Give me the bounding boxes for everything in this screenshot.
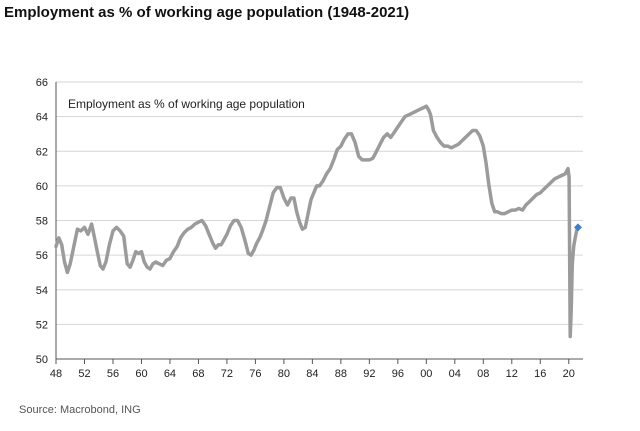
x-tick-label: 56	[107, 368, 119, 380]
x-tick-label: 88	[335, 368, 347, 380]
x-tick-label: 76	[249, 368, 261, 380]
axes: 50 52 54 56 58 60 62 64 66 48 52 56 60 64 68 72 76 80 84 88…	[36, 77, 583, 380]
gridlines	[56, 81, 583, 325]
y-tick-label: 60	[36, 181, 48, 193]
y-tick-label: 56	[36, 250, 48, 262]
series-layer	[54, 104, 583, 339]
y-tick-label: 66	[36, 77, 48, 89]
y-tick-label: 58	[36, 216, 48, 228]
y-tick-label: 50	[36, 354, 48, 366]
y-tick-label: 64	[36, 112, 48, 124]
x-tick-label: 20	[563, 368, 575, 380]
x-tick-label: 60	[135, 368, 147, 380]
y-tick-label: 52	[36, 319, 48, 331]
page-title: Employment as % of working age populatio…	[4, 4, 410, 21]
series-label: Employment as % of working age populatio…	[68, 97, 305, 111]
x-tick-label: 72	[221, 368, 233, 380]
x-tick-label: 84	[306, 368, 318, 380]
x-tick-label: 16	[534, 368, 546, 380]
x-tick-label: 52	[78, 368, 90, 380]
x-tick-label: 68	[192, 368, 204, 380]
x-tick-label: 92	[363, 368, 375, 380]
x-tick-label: 48	[50, 368, 62, 380]
y-tick-label: 54	[36, 285, 48, 297]
x-tick-label: 64	[164, 368, 176, 380]
x-tick-label: 00	[420, 368, 432, 380]
series-line	[54, 104, 580, 339]
x-tick-label: 96	[392, 368, 404, 380]
y-tick-label: 62	[36, 146, 48, 158]
x-tick-label: 12	[506, 368, 518, 380]
x-tick-label: 80	[278, 368, 290, 380]
source-note: Source: Macrobond, ING	[19, 404, 141, 416]
x-tick-label: 04	[449, 368, 461, 380]
x-tick-label: 08	[477, 368, 489, 380]
latest-value-marker	[574, 223, 583, 232]
